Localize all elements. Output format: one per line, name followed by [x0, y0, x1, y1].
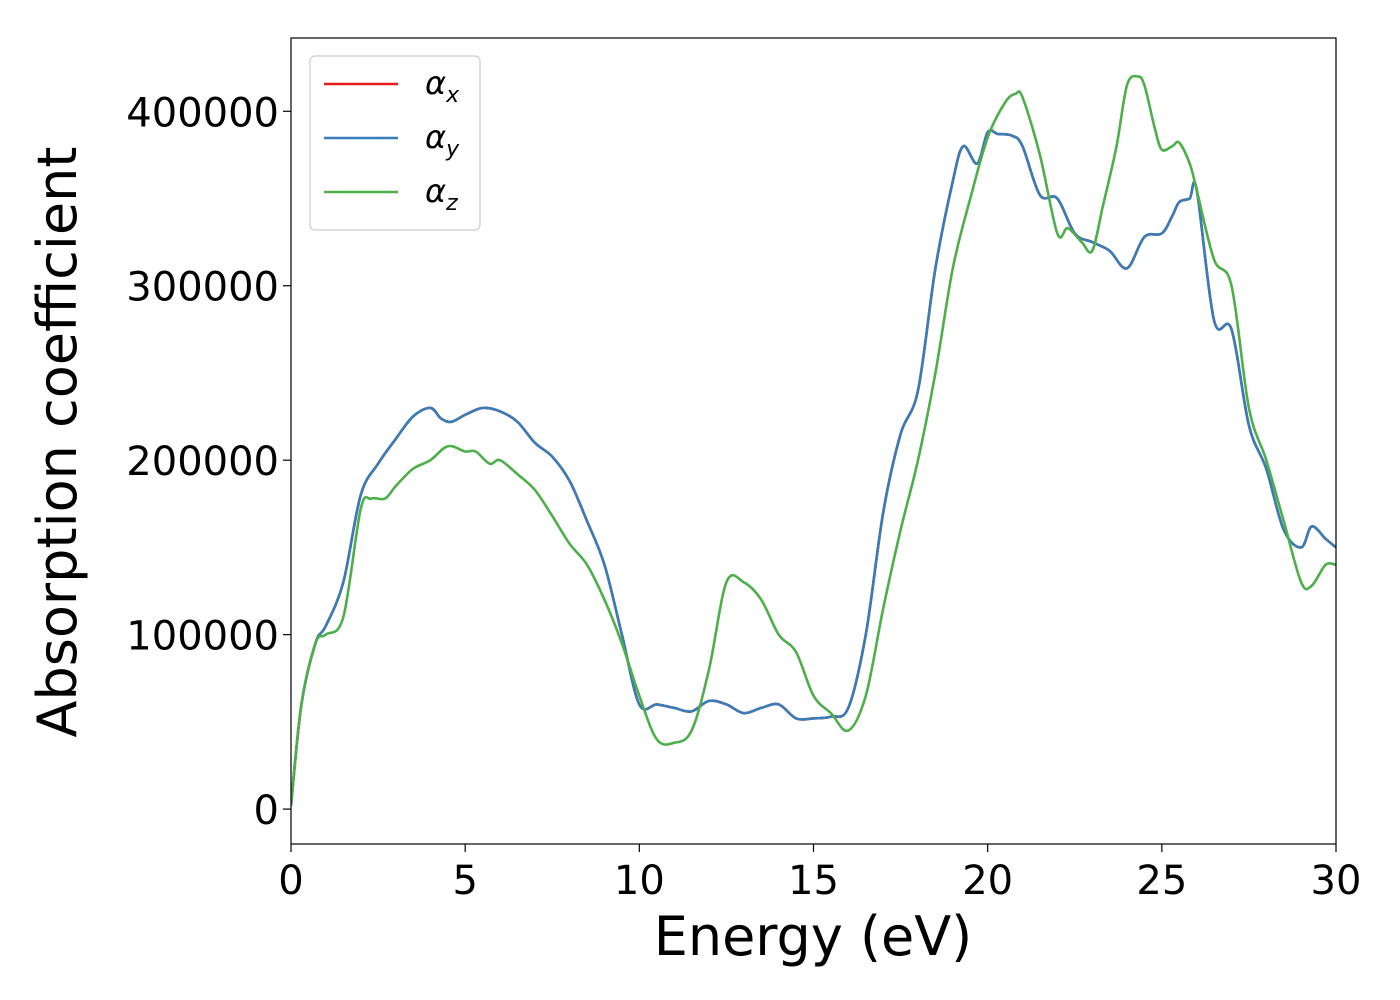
x-tick-label: 0: [278, 858, 303, 904]
y-tick-label: 100000: [126, 614, 279, 660]
y-tick-label: 400000: [126, 90, 279, 136]
plot-area: [291, 74, 1336, 806]
x-axis-ticks: 0 5 10 15 20 25 30: [278, 844, 1361, 904]
y-tick-label: 200000: [126, 439, 279, 485]
legend-label-x: αx: [425, 64, 460, 108]
x-tick-label: 15: [788, 858, 839, 904]
x-tick-label: 25: [1136, 858, 1187, 904]
y-tick-label: 0: [254, 788, 279, 834]
series-line-z: [291, 74, 1336, 806]
y-axis-ticks: 0 100000 200000 300000 400000: [126, 90, 291, 834]
x-tick-label: 5: [452, 858, 477, 904]
plot-frame: [290, 37, 1337, 845]
y-tick-label: 300000: [126, 265, 279, 311]
x-tick-label: 10: [614, 858, 665, 904]
x-tick-label: 20: [962, 858, 1013, 904]
series-line-y: [291, 129, 1336, 806]
legend-box: [309, 55, 481, 231]
legend: αx αy αz: [309, 55, 481, 231]
series-line-x: [291, 129, 1336, 806]
legend-label-z: αz: [425, 172, 458, 216]
x-axis-title: Energy (eV): [654, 905, 973, 968]
y-axis-title: Absorption coefficient: [26, 147, 89, 738]
x-tick-label: 30: [1311, 858, 1362, 904]
legend-label-y: αy: [425, 118, 460, 162]
